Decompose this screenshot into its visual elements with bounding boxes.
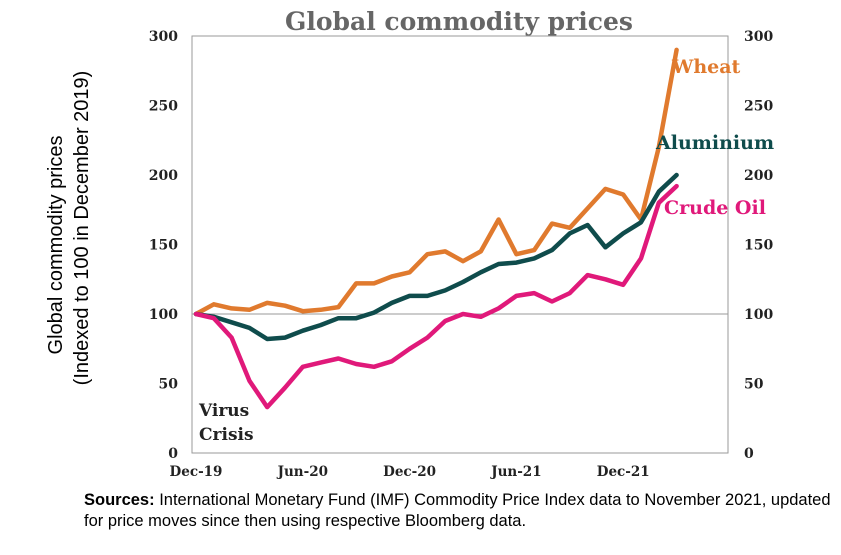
series-label-aluminium: Aluminium [655, 132, 774, 154]
sources-label: Sources: [84, 491, 155, 509]
y-tick-label-right: 100 [744, 307, 773, 323]
y-tick-label-right: 250 [744, 99, 773, 115]
series-line-aluminium [193, 172, 679, 342]
series-label-crude-oil: Crude Oil [664, 197, 766, 219]
y-tick-label-left: 150 [149, 238, 178, 254]
x-tick-label: Jun-21 [490, 464, 541, 480]
y-tick-label-right: 50 [744, 377, 764, 393]
y-axis-label-line-2: (Indexed to 100 in December 2019) [71, 71, 93, 386]
y-tick-label-right: 200 [744, 168, 773, 184]
chart-title: Global commodity prices [285, 7, 633, 36]
series-lines [193, 47, 679, 410]
y-tick-label-right: 0 [744, 446, 754, 462]
y-axis-left: 0 50 100 150 200 250 300 [149, 29, 178, 462]
y-axis-right: 0 50 100 150 200 250 300 [744, 29, 773, 462]
x-tick-label: Dec-19 [170, 464, 223, 480]
x-tick-label: Jun-20 [277, 464, 328, 480]
y-tick-label-right: 300 [744, 29, 773, 45]
line-chart: Global commodity prices Global commodity… [45, 7, 774, 480]
y-tick-label-left: 50 [159, 377, 179, 393]
series-label-wheat: Wheat [671, 56, 741, 78]
y-tick-label-left: 100 [149, 307, 178, 323]
y-tick-label-left: 0 [168, 446, 178, 462]
x-tick-label: Dec-20 [383, 464, 436, 480]
sources-note: Sources: International Monetary Fund (IM… [84, 490, 834, 532]
series-line-crude-oil [193, 183, 679, 410]
y-tick-label-left: 250 [149, 99, 178, 115]
annotation-crisis: Crisis [199, 425, 254, 445]
x-axis: Dec-19 Jun-20 Dec-20 Jun-21 Dec-21 [170, 464, 650, 480]
y-axis-label-line-1: Global commodity prices [45, 136, 67, 355]
x-tick-label: Dec-21 [597, 464, 650, 480]
plot-area-frame [191, 35, 729, 454]
y-tick-label-right: 150 [744, 238, 773, 254]
y-tick-label-left: 200 [149, 168, 178, 184]
series-line-wheat [193, 47, 679, 317]
sources-text: International Monetary Fund (IMF) Commod… [84, 491, 831, 530]
y-tick-label-left: 300 [149, 29, 178, 45]
annotation-virus: Virus [198, 401, 249, 421]
